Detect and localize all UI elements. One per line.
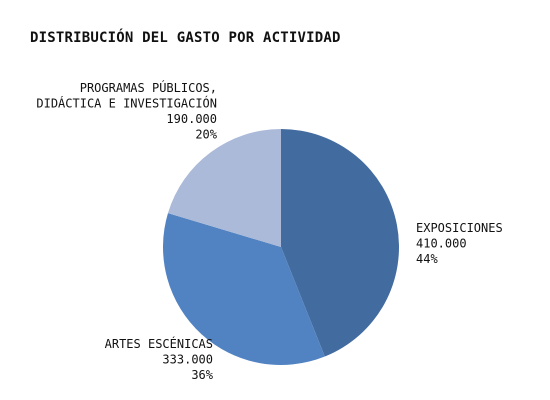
slice-value-2: 333.000	[162, 353, 213, 367]
slice-value-3: 190.000	[166, 112, 217, 126]
chart-title: DISTRIBUCIÓN DEL GASTO POR ACTIVIDAD	[30, 28, 341, 46]
slice-percent-1: 44%	[416, 252, 438, 266]
pie-slice-1	[281, 129, 399, 357]
slice-value-1: 410.000	[416, 237, 467, 251]
slice-percent-2: 36%	[191, 368, 213, 382]
pie-slices	[162, 129, 399, 365]
slice-percent-3: 20%	[195, 128, 217, 142]
slice-label-3-line-2: DIDÁCTICA E INVESTIGACIÓN	[36, 96, 217, 111]
slice-label-2-line-1: ARTES ESCÉNICAS	[105, 336, 213, 351]
slice-label-3-line-1: PROGRAMAS PÚBLICOS,	[80, 80, 217, 95]
pie-slice-2	[162, 213, 325, 365]
slice-label-1-line-1: EXPOSICIONES	[416, 221, 503, 235]
pie-slice-3	[167, 129, 281, 247]
